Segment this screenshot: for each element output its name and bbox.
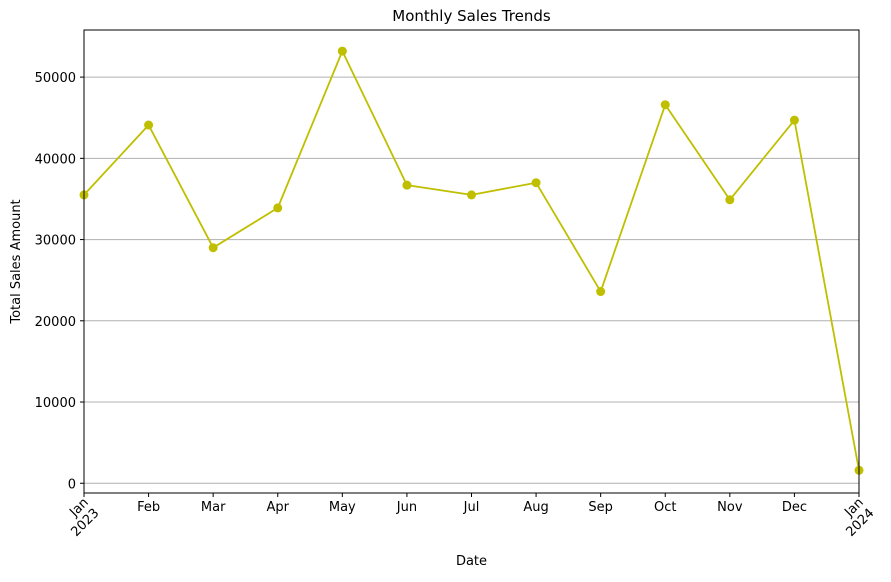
data-point	[467, 190, 476, 200]
x-tick-label: Jan2023	[58, 495, 103, 540]
x-tick-label: Jan2024	[833, 495, 878, 540]
x-axis-label: Date	[456, 554, 487, 569]
data-point	[337, 46, 347, 56]
y-tick-label: 10000	[35, 396, 76, 411]
data-point	[402, 180, 412, 190]
x-tick-label: Feb	[137, 500, 160, 515]
y-tick-label: 30000	[35, 234, 76, 249]
x-tick-label: Mar	[201, 500, 226, 515]
data-point	[725, 195, 735, 205]
x-tick-label: Oct	[654, 500, 676, 515]
data-point	[144, 120, 154, 130]
y-tick-label: 20000	[35, 315, 76, 330]
x-tick-label: Jul	[463, 500, 480, 515]
x-tick-label: Nov	[717, 500, 743, 515]
data-point	[531, 178, 541, 188]
x-tick-label: Sep	[588, 500, 613, 515]
x-tick-label: Jun	[396, 500, 417, 515]
x-tick-label: Aug	[523, 500, 548, 515]
y-tick-label: 0	[68, 477, 76, 492]
plot-frame	[83, 29, 860, 494]
chart-title: Monthly Sales Trends	[392, 7, 551, 25]
data-point	[660, 100, 670, 110]
x-axis-ticks: Jan2023 Feb Mar Apr May Jun Jul Aug Sep Oct Nov Dec…	[58, 493, 878, 540]
sales-line	[83, 50, 860, 471]
grid-lines	[84, 76, 859, 484]
y-tick-label: 40000	[35, 152, 76, 167]
y-tick-label: 50000	[35, 71, 76, 86]
y-axis-ticks: 0 10000 20000 30000 40000 50000	[35, 71, 84, 492]
x-tick-label: Apr	[267, 500, 290, 515]
data-point	[596, 287, 606, 297]
y-axis-label: Total Sales Amount	[9, 199, 24, 324]
series-layer	[79, 46, 864, 475]
data-point	[789, 115, 799, 125]
data-point	[273, 203, 283, 213]
x-tick-label: May	[329, 500, 356, 515]
data-point	[208, 243, 218, 253]
x-tick-label: Dec	[782, 500, 807, 515]
